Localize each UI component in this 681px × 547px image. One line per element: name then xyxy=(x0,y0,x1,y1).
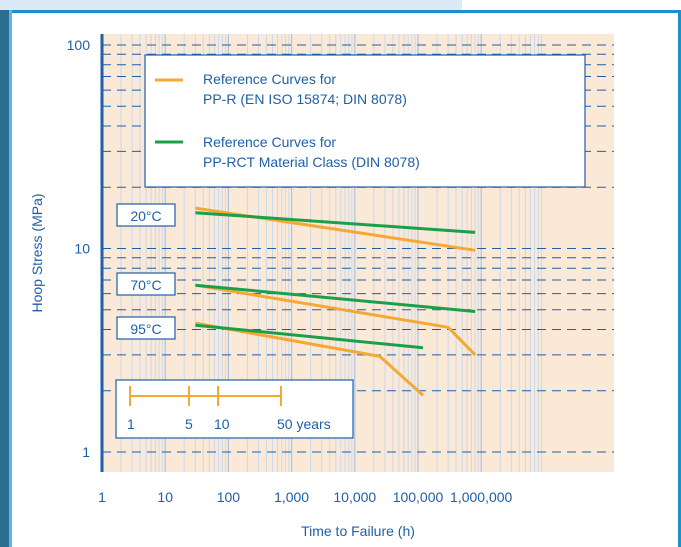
y-tick-label: 100 xyxy=(67,37,91,53)
x-tick-label: 10,000 xyxy=(333,489,376,505)
years-scale-label: 5 xyxy=(185,416,193,432)
series-line-pp_r-70c xyxy=(195,283,477,356)
left-accent-bar xyxy=(0,10,9,547)
y-axis-label: Hoop Stress (MPa) xyxy=(29,193,45,312)
x-axis-label: Time to Failure (h) xyxy=(301,523,415,539)
years-scale-box xyxy=(115,379,354,439)
temperature-label: 20°C xyxy=(130,208,161,224)
series-lines xyxy=(195,206,477,397)
series-line-pp_rct-70c xyxy=(195,283,476,313)
legend-pp-rct-line1: Reference Curves for xyxy=(203,134,336,150)
temperature-label-box xyxy=(116,203,176,227)
x-tick-label: 1,000 xyxy=(274,489,309,505)
series-line-pp_rct-95c xyxy=(195,323,424,350)
x-tick-label: 1,000,000 xyxy=(450,489,512,505)
x-tick-label: 10 xyxy=(157,489,173,505)
legend-pp-rct-line2: PP-RCT Material Class (DIN 8078) xyxy=(203,154,420,170)
series-line-pp_rct-20c xyxy=(195,211,476,234)
years-scale-label: 50 years xyxy=(277,416,331,432)
legend-pp-r-line1: Reference Curves for xyxy=(203,71,336,87)
legend-box xyxy=(144,54,586,188)
temperature-label-box xyxy=(116,316,176,340)
left-accent-bar-light xyxy=(9,10,12,547)
x-tick-labels: 1 10 100 1,000 10,000 100,000 1,000,000 xyxy=(98,489,512,505)
y-tick-labels: 1 10 100 xyxy=(67,37,91,460)
series-line-pp_r-95c xyxy=(195,321,425,397)
right-rule xyxy=(678,10,681,547)
legend-pp-r-line2: PP-R (EN ISO 15874; DIN 8078) xyxy=(203,91,407,107)
legend: Reference Curves for PP-R (EN ISO 15874;… xyxy=(144,54,586,188)
x-tick-label: 100 xyxy=(217,489,241,505)
temperature-label: 95°C xyxy=(130,321,161,337)
top-rule xyxy=(0,10,681,13)
y-tick-label: 10 xyxy=(74,241,90,257)
years-scale: 1 5 10 50 years xyxy=(115,379,354,439)
top-strip xyxy=(0,0,462,10)
years-scale-label: 1 xyxy=(127,416,135,432)
temperature-label: 70°C xyxy=(130,277,161,293)
x-tick-label: 1 xyxy=(98,489,106,505)
temperature-label-box xyxy=(116,272,176,296)
temperature-labels: 20°C 70°C 95°C xyxy=(116,203,176,340)
years-scale-label: 10 xyxy=(214,416,230,432)
x-tick-label: 100,000 xyxy=(393,489,444,505)
y-tick-label: 1 xyxy=(82,444,90,460)
